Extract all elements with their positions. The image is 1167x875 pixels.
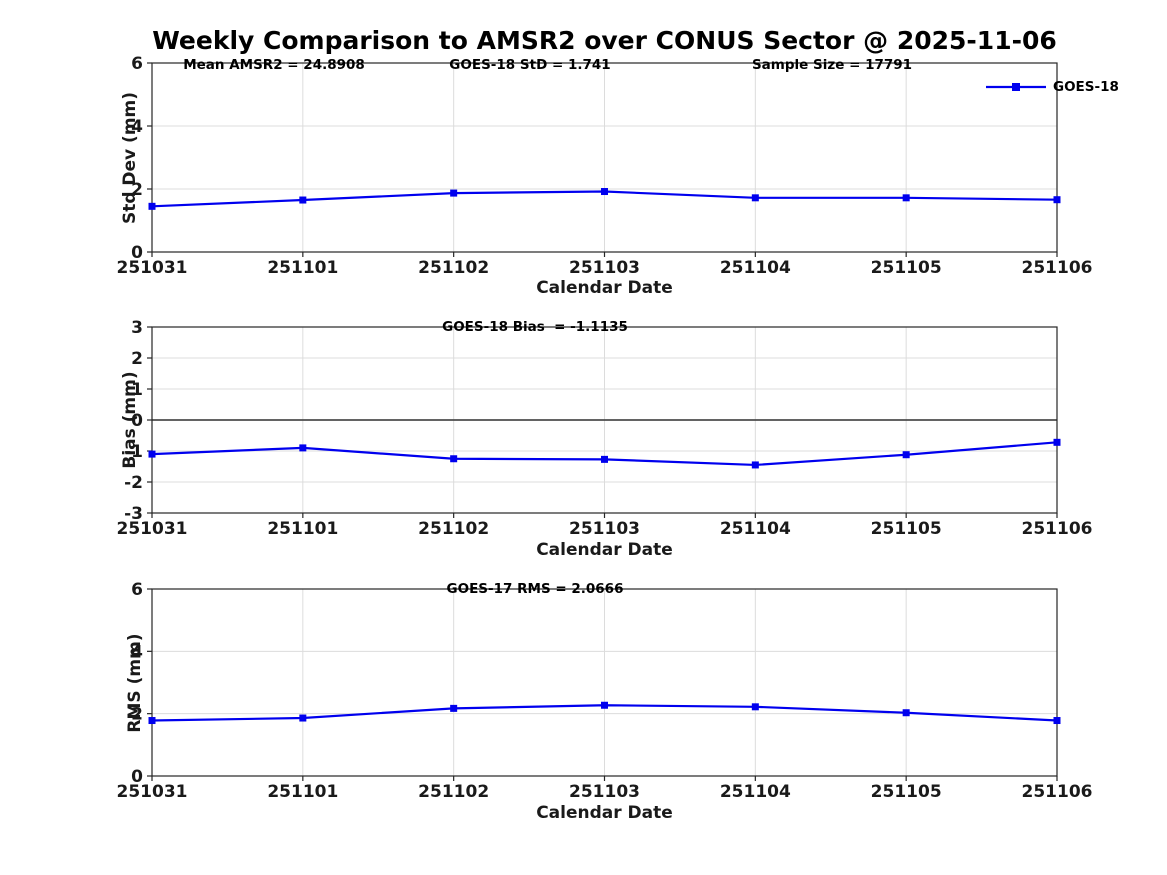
x-tick-label: 251101 bbox=[267, 519, 338, 539]
x-tick-label: 251031 bbox=[117, 782, 188, 802]
y-tick-label: 6 bbox=[131, 54, 143, 74]
legend-line-marker-icon bbox=[986, 83, 1046, 91]
data-point-marker bbox=[1053, 196, 1061, 204]
y-tick-label: 0 bbox=[131, 243, 143, 263]
y-tick-label: 0 bbox=[131, 767, 143, 787]
data-point-marker bbox=[1053, 717, 1061, 725]
x-tick-label: 251106 bbox=[1022, 258, 1093, 278]
x-tick-label: 251102 bbox=[418, 519, 489, 539]
data-point-marker bbox=[148, 202, 156, 210]
x-tick-label: 251105 bbox=[871, 258, 942, 278]
annotation-goes17-rms: GOES-17 RMS = 2.0666 bbox=[446, 581, 624, 597]
x-tick-label: 251104 bbox=[720, 782, 791, 802]
y-tick-label: -1 bbox=[124, 442, 143, 462]
data-point-marker bbox=[751, 703, 759, 711]
figure-title: Weekly Comparison to AMSR2 over CONUS Se… bbox=[152, 26, 1057, 55]
data-point-marker bbox=[902, 709, 910, 717]
annotation-sample-size: Sample Size = 17791 bbox=[751, 57, 913, 73]
x-tick-label: 251104 bbox=[720, 519, 791, 539]
y-tick-label: 0 bbox=[131, 411, 143, 431]
x-tick-label: 251031 bbox=[117, 519, 188, 539]
data-point-marker bbox=[299, 714, 307, 722]
data-point-marker bbox=[751, 194, 759, 202]
data-point-marker bbox=[148, 717, 156, 725]
data-point-marker bbox=[601, 188, 608, 196]
data-point-marker bbox=[601, 455, 608, 463]
x-tick-label: 251101 bbox=[267, 258, 338, 278]
data-point-marker bbox=[450, 455, 458, 463]
annotation-goes18-bias: GOES-18 Bias = -1.1135 bbox=[442, 319, 628, 335]
y-tick-label: 1 bbox=[131, 380, 143, 400]
x-tick-label: 251102 bbox=[418, 258, 489, 278]
y-tick-label: 2 bbox=[131, 705, 143, 725]
x-tick-label: 251101 bbox=[267, 782, 338, 802]
ylabel-std-dev: Std Dev (mm) bbox=[120, 91, 140, 225]
x-tick-label: 251105 bbox=[871, 782, 942, 802]
legend: GOES-18 bbox=[985, 79, 1119, 95]
y-tick-label: 2 bbox=[131, 180, 143, 200]
data-point-marker bbox=[450, 704, 458, 712]
annotation-mean-amsr2: Mean AMSR2 = 24.8908 bbox=[183, 57, 365, 73]
x-tick-label: 251102 bbox=[418, 782, 489, 802]
data-point-marker bbox=[902, 451, 910, 459]
data-point-marker bbox=[601, 701, 608, 709]
ylabel-rms: RMS (mm) bbox=[125, 633, 145, 733]
y-tick-label: 2 bbox=[131, 349, 143, 369]
y-tick-label: -2 bbox=[124, 473, 143, 493]
x-tick-label: 251103 bbox=[569, 258, 640, 278]
legend-label: GOES-18 bbox=[1053, 79, 1119, 95]
data-point-marker bbox=[902, 194, 910, 202]
data-point-marker bbox=[299, 196, 307, 204]
data-point-marker bbox=[148, 450, 156, 458]
y-tick-label: 4 bbox=[131, 642, 143, 662]
xlabel-calendar-date-3: Calendar Date bbox=[536, 803, 673, 823]
data-point-marker bbox=[299, 444, 307, 452]
data-point-marker bbox=[450, 189, 458, 197]
y-tick-label: 6 bbox=[131, 580, 143, 600]
x-tick-label: 251031 bbox=[117, 258, 188, 278]
x-tick-label: 251103 bbox=[569, 519, 640, 539]
x-tick-label: 251103 bbox=[569, 782, 640, 802]
data-point-marker bbox=[1053, 438, 1061, 446]
y-tick-label: 3 bbox=[131, 318, 143, 338]
x-tick-label: 251106 bbox=[1022, 782, 1093, 802]
x-tick-label: 251104 bbox=[720, 258, 791, 278]
xlabel-calendar-date-1: Calendar Date bbox=[536, 278, 673, 298]
y-tick-label: 4 bbox=[131, 117, 143, 137]
y-tick-label: -3 bbox=[124, 504, 143, 524]
annotation-goes18-std: GOES-18 StD = 1.741 bbox=[449, 57, 611, 73]
ylabel-bias: Bias (mm) bbox=[120, 371, 140, 469]
xlabel-calendar-date-2: Calendar Date bbox=[536, 540, 673, 560]
data-point-marker bbox=[751, 461, 759, 469]
x-tick-label: 251105 bbox=[871, 519, 942, 539]
x-tick-label: 251106 bbox=[1022, 519, 1093, 539]
